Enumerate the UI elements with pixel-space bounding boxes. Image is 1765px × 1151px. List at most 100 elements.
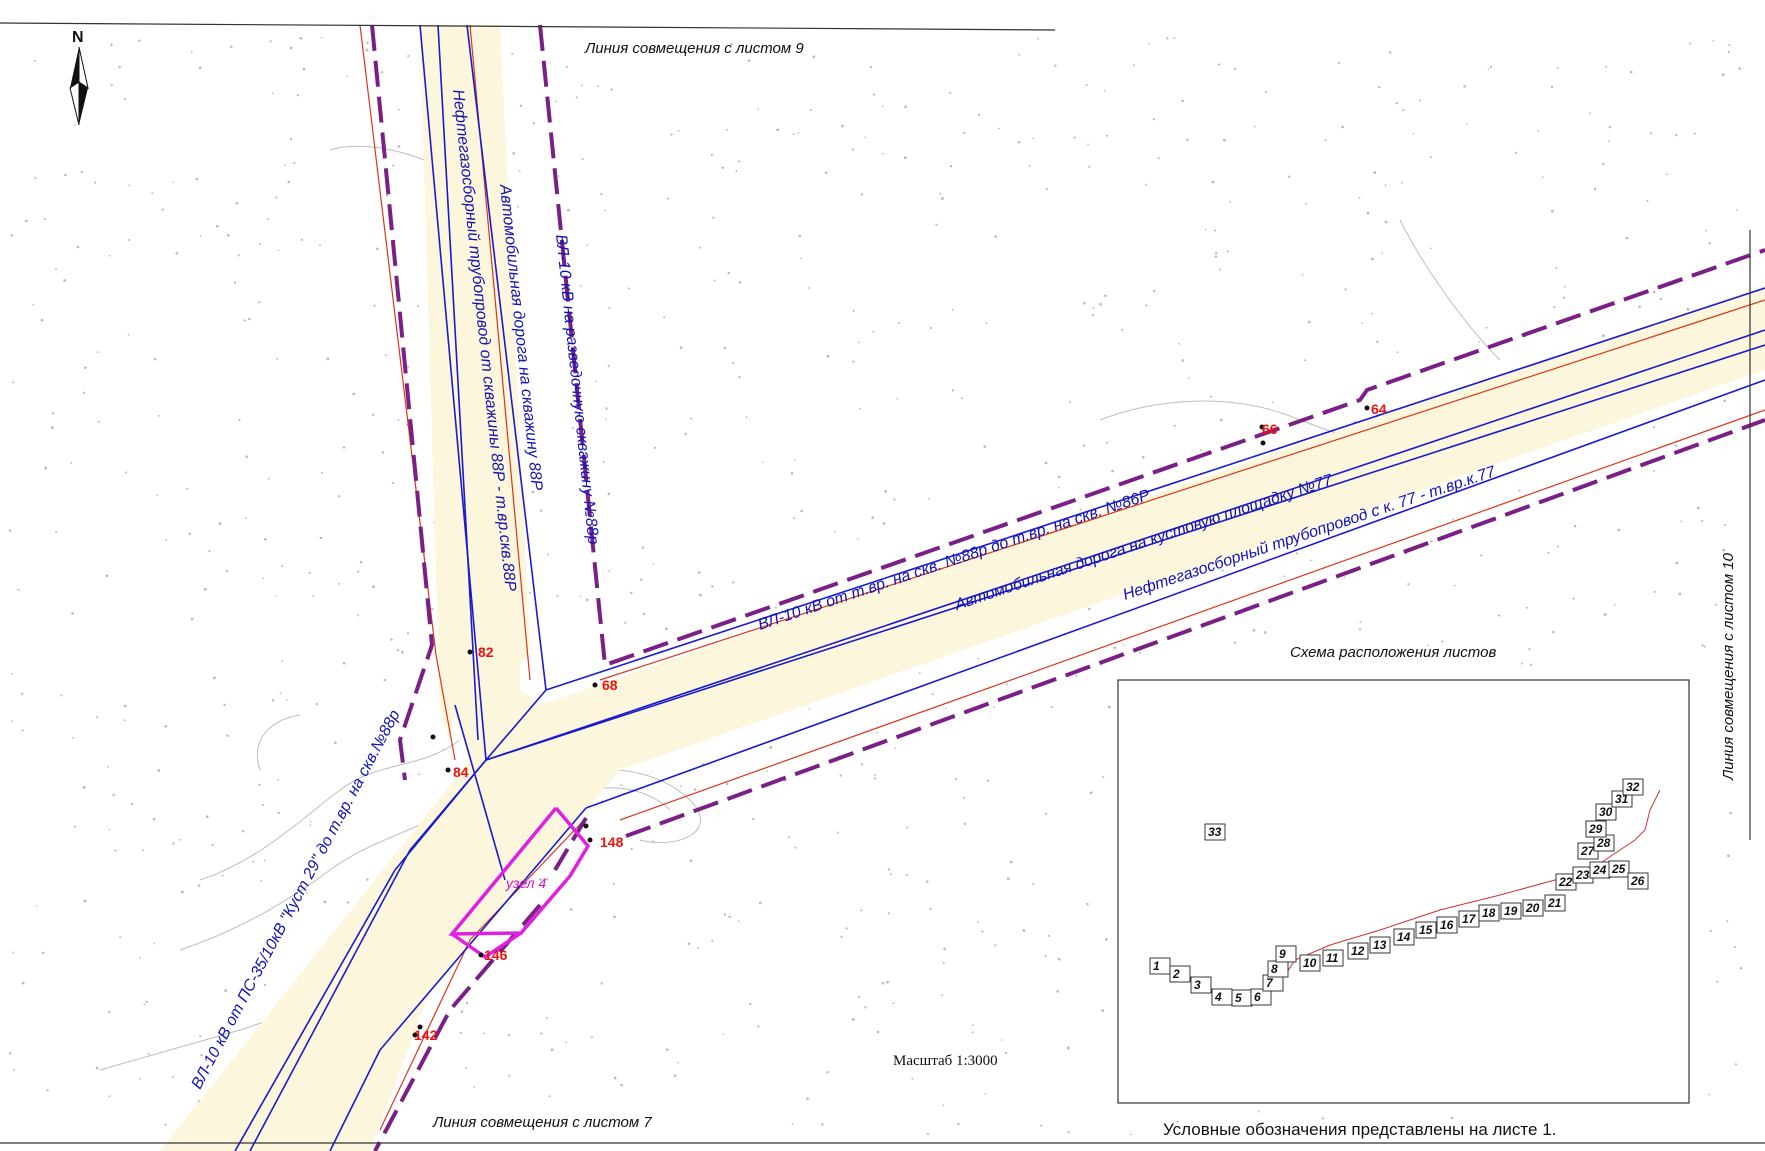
terrain-dot (1301, 273, 1304, 276)
sheet-box-label: 15 (1419, 923, 1433, 937)
terrain-dot (905, 873, 908, 876)
terrain-dot (1308, 320, 1311, 324)
terrain-dot (259, 243, 262, 246)
terrain-dot (224, 989, 227, 992)
terrain-dot (41, 951, 45, 955)
terrain-dot (200, 1053, 203, 1057)
terrain-dot (96, 351, 99, 354)
terrain-dot (949, 91, 952, 94)
terrain-dot (680, 785, 683, 788)
terrain-dot (1518, 489, 1521, 492)
terrain-dot (147, 1052, 150, 1055)
terrain-dot (1056, 990, 1059, 993)
sheet-box: 29 (1585, 820, 1607, 838)
terrain-dot (1214, 255, 1218, 258)
terrain-dot (532, 122, 535, 125)
terrain-dot (263, 859, 266, 862)
terrain-dot (726, 782, 729, 786)
sheet-box: 18 (1478, 904, 1500, 922)
terrain-dot (1032, 883, 1035, 885)
terrain-dot (1376, 340, 1379, 344)
north-arrow: N (69, 29, 89, 126)
sheet-box-label: 22 (1558, 875, 1573, 889)
terrain-dot (642, 612, 646, 616)
terrain-dot (679, 346, 683, 350)
sheet-box-frame (1608, 860, 1630, 878)
terrain-dot (1659, 297, 1663, 301)
terrain-dot (319, 536, 323, 540)
terrain-dot (929, 907, 932, 910)
terrain-dot (32, 304, 35, 306)
terrain-dot (586, 244, 589, 247)
terrain-dot (1105, 938, 1108, 941)
terrain-dot (17, 588, 20, 591)
terrain-dot (157, 769, 161, 772)
terrain-dot (1304, 359, 1306, 362)
terrain-dot (963, 131, 966, 135)
terrain-dot (518, 170, 521, 172)
terrain-dot (710, 153, 713, 157)
sheet-box-label: 5 (1235, 991, 1242, 1005)
terrain-dot (248, 317, 251, 321)
terrain-dot (342, 446, 346, 449)
terrain-dot (1324, 139, 1327, 142)
terrain-dot (963, 822, 967, 826)
terrain-dot (334, 741, 337, 745)
terrain-dot (689, 859, 693, 862)
terrain-dot (1309, 559, 1312, 562)
terrain-dot (1555, 267, 1558, 270)
terrain-dot (951, 308, 954, 311)
terrain-dot (723, 913, 727, 916)
terrain-dot (33, 59, 36, 62)
sheet-box-label: 32 (1626, 780, 1640, 794)
point-number: 68 (602, 677, 618, 693)
terrain-dot (556, 594, 559, 597)
terrain-dot (258, 783, 261, 787)
terrain-dot (769, 746, 773, 749)
sheet-box-frame (1585, 820, 1607, 838)
terrain-dot (971, 1024, 974, 1027)
terrain-dot (1047, 934, 1051, 937)
terrain-dot (1001, 1039, 1003, 1041)
terrain-dot (546, 878, 549, 881)
terrain-dot (459, 1031, 462, 1034)
terrain-dot (21, 692, 24, 696)
terrain-dot (1089, 791, 1093, 795)
terrain-dot (1722, 548, 1726, 552)
terrain-dot (652, 563, 655, 565)
terrain-dot (1400, 181, 1403, 184)
terrain-dot (1608, 125, 1612, 129)
terrain-dot (417, 304, 420, 308)
terrain-dot (392, 164, 395, 167)
terrain-dot (1734, 1063, 1738, 1066)
sheet-box-label: 26 (1630, 874, 1645, 888)
terrain-dot (931, 693, 934, 696)
terrain-dot (824, 171, 828, 174)
terrain-dot (1407, 583, 1410, 586)
terrain-dot (1106, 441, 1108, 444)
terrain-dot (145, 1000, 148, 1003)
terrain-dot (941, 197, 944, 200)
terrain-dot (1355, 648, 1358, 651)
sheet-box-label: 31 (1615, 792, 1629, 806)
terrain-dot (1371, 312, 1373, 315)
terrain-dot (630, 591, 633, 595)
terrain-dot (845, 927, 848, 930)
terrain-dot (581, 84, 583, 87)
terrain-dot (1708, 242, 1711, 245)
terrain-dot (128, 239, 130, 241)
sheet-box-frame (1299, 954, 1321, 972)
terrain-dot (346, 901, 350, 904)
terrain-dot (935, 223, 938, 226)
terrain-dot (677, 1061, 679, 1064)
sheet-box-label: 7 (1266, 976, 1274, 990)
terrain-dot (540, 509, 543, 512)
terrain-dot (1107, 705, 1111, 709)
sheet-box-label: 12 (1351, 944, 1365, 958)
terrain-dot (130, 802, 133, 806)
terrain-dot (83, 391, 86, 394)
terrain-dot (951, 389, 955, 392)
terrain-dot (585, 598, 589, 602)
terrain-dot (264, 983, 267, 987)
